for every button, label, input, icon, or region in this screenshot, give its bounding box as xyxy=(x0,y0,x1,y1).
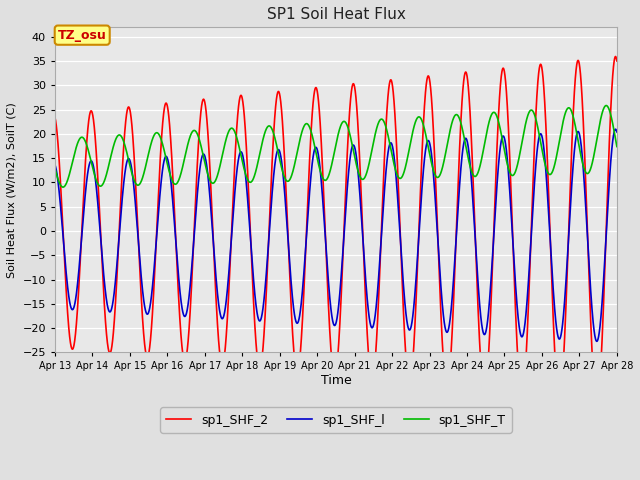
sp1_SHF_l xyxy=(513,301,521,307)
sp1_SHF_2 xyxy=(470,207,478,213)
sp1_SHF_l xyxy=(417,209,424,215)
sp1_SHF_T xyxy=(470,173,478,179)
sp1_SHF_l xyxy=(153,228,161,233)
sp1_SHF_l xyxy=(388,142,396,147)
sp1_SHF_2 xyxy=(153,219,161,225)
sp1_SHF_T xyxy=(51,166,59,171)
Legend: sp1_SHF_2, sp1_SHF_l, sp1_SHF_T: sp1_SHF_2, sp1_SHF_l, sp1_SHF_T xyxy=(160,407,512,433)
sp1_SHF_T xyxy=(59,184,67,190)
sp1_SHF_l xyxy=(612,126,620,132)
sp1_SHF_2 xyxy=(388,80,396,85)
sp1_SHF_2 xyxy=(612,54,620,60)
sp1_SHF_l xyxy=(266,224,273,229)
sp1_SHF_T xyxy=(266,123,274,129)
sp1_SHF_l xyxy=(613,129,621,135)
sp1_SHF_2 xyxy=(513,340,521,346)
sp1_SHF_2 xyxy=(417,189,424,194)
Title: SP1 Soil Heat Flux: SP1 Soil Heat Flux xyxy=(266,7,405,22)
sp1_SHF_T xyxy=(513,164,521,169)
sp1_SHF_l xyxy=(593,338,600,344)
sp1_SHF_2 xyxy=(613,58,621,64)
sp1_SHF_T xyxy=(154,130,161,136)
Line: sp1_SHF_2: sp1_SHF_2 xyxy=(55,57,617,404)
Text: TZ_osu: TZ_osu xyxy=(58,29,107,42)
sp1_SHF_2 xyxy=(593,401,600,407)
sp1_SHF_2 xyxy=(51,115,59,120)
sp1_SHF_T xyxy=(602,103,610,108)
Line: sp1_SHF_T: sp1_SHF_T xyxy=(55,106,617,187)
sp1_SHF_T xyxy=(417,115,424,121)
sp1_SHF_2 xyxy=(266,213,273,218)
Line: sp1_SHF_l: sp1_SHF_l xyxy=(55,129,617,341)
Y-axis label: Soil Heat Flux (W/m2), SoilT (C): Soil Heat Flux (W/m2), SoilT (C) xyxy=(7,102,17,277)
sp1_SHF_T xyxy=(388,152,396,158)
X-axis label: Time: Time xyxy=(321,374,351,387)
sp1_SHF_l xyxy=(51,162,59,168)
sp1_SHF_T xyxy=(613,144,621,149)
sp1_SHF_l xyxy=(470,220,478,226)
